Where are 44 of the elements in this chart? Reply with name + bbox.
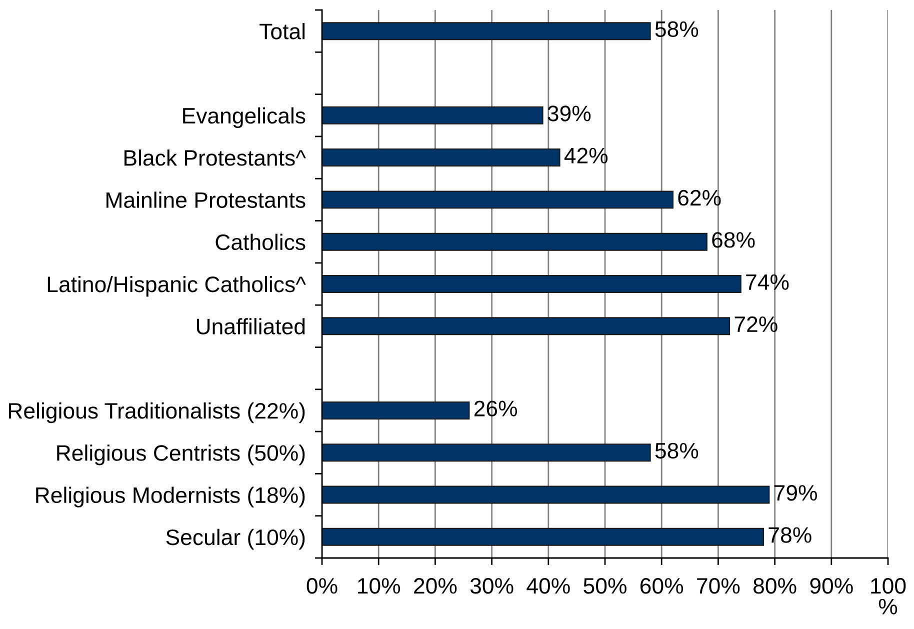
bar: [322, 22, 651, 40]
x-tick-label: 40%: [526, 578, 570, 594]
bar: [322, 190, 674, 209]
bar: [322, 401, 470, 420]
y-tick-label: Latino/Hispanic Catholics^: [48, 276, 306, 297]
data-label: 74%: [746, 274, 789, 290]
data-label: 79%: [774, 485, 817, 501]
bar: [322, 232, 708, 251]
bar: [322, 528, 764, 546]
y-tick-label: Black Protestants^: [124, 149, 306, 166]
x-tick-label: 60%: [640, 578, 684, 594]
data-label: 78%: [768, 527, 812, 543]
y-tick-label: Evangelicals: [183, 107, 306, 128]
y-tick-label: Secular (10%): [166, 528, 305, 550]
y-tick-label: Unaffiliated: [196, 318, 305, 334]
bar: [322, 317, 730, 336]
y-tick-label: Catholics: [216, 234, 306, 250]
data-label: 68%: [712, 232, 755, 248]
data-label: 42%: [564, 148, 608, 164]
x-tick-label: 30%: [470, 578, 514, 594]
data-label: 62%: [678, 190, 721, 206]
data-label: 39%: [548, 106, 591, 122]
y-tick-label: Total: [260, 23, 305, 40]
data-label: 58%: [655, 442, 698, 459]
x-tick-label: 0%: [306, 578, 338, 594]
y-tick-label: Religious Traditionalists (22%): [8, 402, 305, 424]
bar: [322, 275, 742, 293]
x-tick-label: 80%: [754, 578, 796, 594]
x-tick-label: 20%: [414, 578, 457, 594]
x-tick-label: 100%: [871, 578, 906, 614]
x-tick-label: 10%: [358, 578, 400, 594]
data-label: 72%: [734, 316, 778, 332]
x-tick-label: 90%: [810, 578, 853, 594]
y-tick-label: Religious Centrists (50%): [57, 444, 305, 466]
x-tick-label: 70%: [697, 578, 740, 594]
x-tick-label: 50%: [584, 578, 626, 594]
data-label: 58%: [655, 21, 698, 38]
bar: [322, 486, 770, 504]
data-label: 26%: [474, 400, 518, 416]
y-tick-label: Religious Modernists (18%): [36, 486, 305, 508]
y-tick-label: Mainline Protestants: [106, 192, 306, 208]
bar: [322, 444, 651, 462]
bar: [322, 106, 544, 124]
bar: [322, 148, 560, 167]
